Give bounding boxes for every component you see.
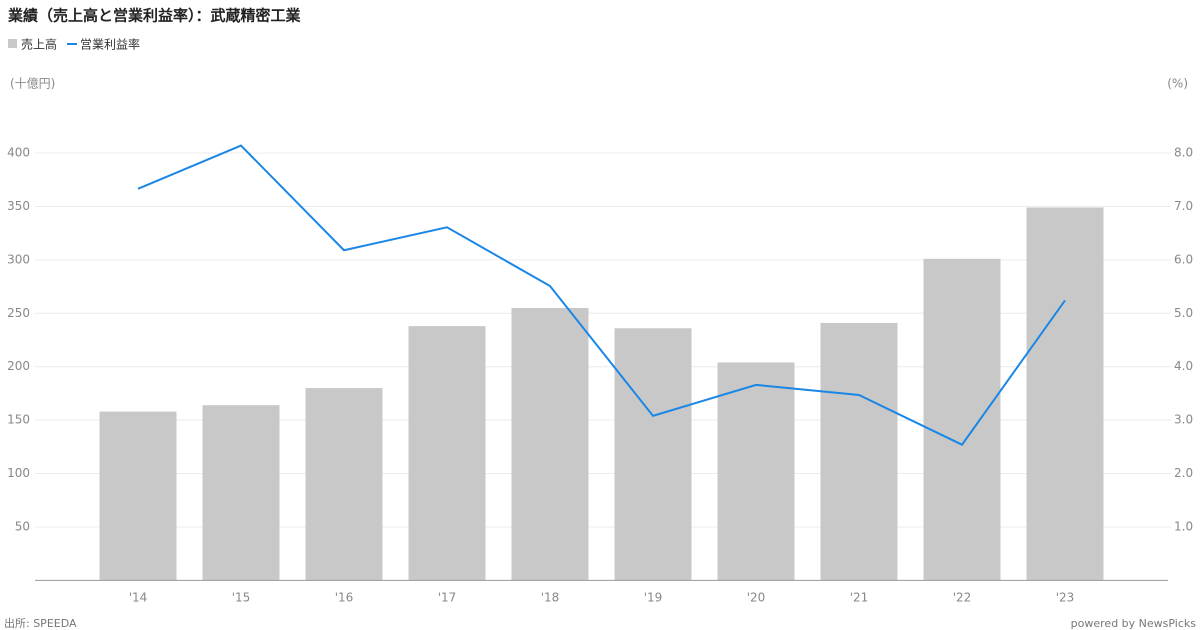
y-tick-label: 400 (7, 146, 30, 160)
line (137, 144, 1066, 446)
y-tick-label: 150 (7, 413, 30, 427)
x-tick-label: '22 (953, 591, 972, 605)
x-tick-label: '16 (335, 591, 354, 605)
y2-tick-label: 1.0 (1174, 519, 1193, 533)
bar (1026, 207, 1104, 581)
bar (408, 326, 486, 581)
bar (511, 307, 589, 581)
x-tick-label: '20 (747, 591, 766, 605)
y-tick-label: 350 (7, 199, 30, 213)
bar (614, 328, 692, 581)
y2-unit: (%) (1167, 77, 1188, 91)
x-tick-label: '21 (850, 591, 869, 605)
legend-label: 営業利益率 (80, 37, 140, 52)
legend-label: 売上高 (21, 37, 57, 52)
x-tick-label: '18 (541, 591, 560, 605)
x-tick-label: '19 (644, 591, 663, 605)
x-tick-label: '23 (1056, 591, 1075, 605)
y-tick-label: 200 (7, 359, 30, 373)
y2-tick-label: 3.0 (1174, 413, 1193, 427)
y2-tick-label: 8.0 (1174, 146, 1193, 160)
x-tick-label: '17 (438, 591, 457, 605)
bar (305, 388, 383, 581)
chart-title: 業績（売上高と営業利益率）：武蔵精密工業 (7, 7, 302, 25)
y-tick-label: 100 (7, 466, 30, 480)
credit: powered by NewsPicks (1071, 617, 1197, 630)
y-unit: (十億円) (10, 77, 55, 91)
y2-tick-label: 6.0 (1174, 252, 1193, 266)
bar (99, 411, 177, 581)
bar (820, 322, 898, 581)
bar (923, 258, 1001, 581)
y2-tick-label: 7.0 (1174, 199, 1193, 213)
y2-tick-label: 5.0 (1174, 306, 1193, 320)
y2-tick-label: 4.0 (1174, 359, 1193, 373)
x-tick-label: '14 (129, 591, 148, 605)
x-tick-label: '15 (232, 591, 251, 605)
bar (717, 362, 795, 581)
y-tick-label: 50 (15, 519, 30, 533)
legend-swatch (8, 39, 17, 48)
y2-tick-label: 2.0 (1174, 466, 1193, 480)
y-tick-label: 250 (7, 306, 30, 320)
source: 出所: SPEEDA (4, 616, 77, 630)
bar (202, 405, 280, 581)
y-tick-label: 300 (7, 252, 30, 266)
